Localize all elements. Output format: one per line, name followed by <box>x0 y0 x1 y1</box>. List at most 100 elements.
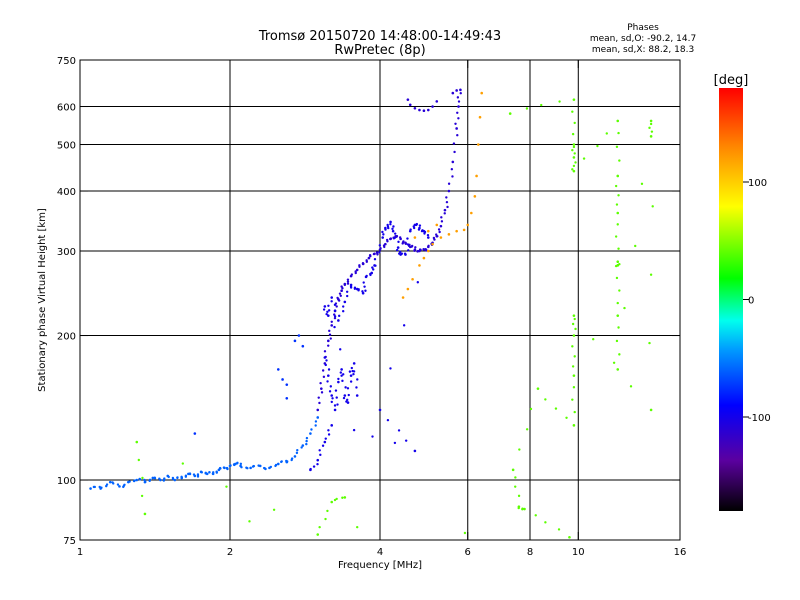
data-point <box>296 448 299 452</box>
data-point <box>163 477 166 480</box>
stats-title: Phases <box>627 23 659 33</box>
data-point <box>523 507 526 511</box>
data-point <box>571 110 574 113</box>
data-point <box>378 244 382 247</box>
data-point <box>337 319 340 322</box>
data-point <box>426 229 430 233</box>
data-point <box>326 380 329 383</box>
data-point <box>453 150 456 154</box>
data-point <box>285 383 289 386</box>
data-point <box>173 478 177 482</box>
data-point <box>329 337 332 340</box>
data-point <box>463 531 467 535</box>
data-point <box>334 389 338 392</box>
data-point <box>617 326 620 329</box>
data-point <box>330 324 334 327</box>
data-point <box>373 258 377 261</box>
data-point <box>451 160 455 164</box>
data-point <box>159 478 162 482</box>
data-point <box>456 111 459 115</box>
data-point <box>327 314 330 317</box>
data-point <box>336 296 339 300</box>
data-point <box>352 362 356 365</box>
data-point <box>218 466 222 470</box>
data-point <box>397 429 401 432</box>
data-point <box>417 228 421 231</box>
data-point <box>649 119 653 123</box>
data-point <box>143 478 146 482</box>
x-tick-label: 4 <box>377 547 383 558</box>
data-point <box>323 305 327 308</box>
colorbar-tick-label: 100 <box>748 178 767 189</box>
data-point <box>322 308 326 311</box>
data-point <box>167 475 170 479</box>
data-point <box>346 401 350 404</box>
data-point <box>381 236 384 239</box>
data-point <box>363 285 366 288</box>
data-point <box>349 283 353 287</box>
data-point <box>396 246 400 249</box>
data-point <box>450 167 454 171</box>
data-point <box>457 105 460 108</box>
data-point <box>367 256 371 260</box>
data-point <box>389 237 392 241</box>
data-point <box>249 466 252 470</box>
colorbar-tick-label: 0 <box>748 296 754 307</box>
data-point <box>572 424 576 427</box>
data-point <box>330 300 333 303</box>
data-point <box>508 112 512 115</box>
data-point <box>411 277 414 281</box>
data-point <box>371 266 374 269</box>
data-point <box>314 424 317 427</box>
data-point <box>452 142 456 145</box>
data-point <box>554 407 558 410</box>
data-point <box>574 161 577 164</box>
data-point <box>342 305 345 308</box>
data-point <box>318 401 321 405</box>
data-point <box>337 380 340 384</box>
data-point <box>466 223 470 227</box>
data-point <box>305 442 308 446</box>
data-point <box>416 281 420 284</box>
data-point <box>571 365 575 368</box>
data-point <box>437 228 441 231</box>
data-point <box>364 289 367 292</box>
data-point <box>342 396 346 400</box>
data-point <box>573 121 576 125</box>
data-point <box>138 478 142 481</box>
data-point <box>616 211 620 215</box>
data-point <box>340 285 343 288</box>
data-point <box>616 314 620 317</box>
data-point <box>180 476 183 479</box>
data-point <box>274 463 278 467</box>
data-point <box>93 485 96 489</box>
data-point <box>614 184 618 188</box>
data-point <box>269 465 273 469</box>
data-point <box>413 449 417 453</box>
data-point <box>335 396 338 399</box>
data-point <box>420 229 424 233</box>
data-point <box>339 294 342 297</box>
data-point <box>196 473 200 476</box>
data-point <box>373 252 376 256</box>
data-point <box>558 100 561 103</box>
data-point <box>649 273 653 276</box>
data-point <box>649 122 653 126</box>
data-point <box>365 274 368 278</box>
data-point <box>354 270 357 273</box>
data-point <box>456 134 459 137</box>
x-tick-label: 10 <box>572 547 585 558</box>
data-point <box>422 109 426 113</box>
data-point <box>342 309 345 313</box>
data-point <box>413 249 416 252</box>
data-point <box>615 276 619 280</box>
data-point <box>340 374 343 377</box>
y-tick-label: 400 <box>57 187 76 198</box>
data-point <box>324 517 327 521</box>
data-point <box>353 287 357 290</box>
data-point <box>89 487 92 490</box>
data-point <box>427 244 430 248</box>
data-point <box>406 98 410 101</box>
data-point <box>285 397 289 400</box>
data-point <box>344 386 347 389</box>
